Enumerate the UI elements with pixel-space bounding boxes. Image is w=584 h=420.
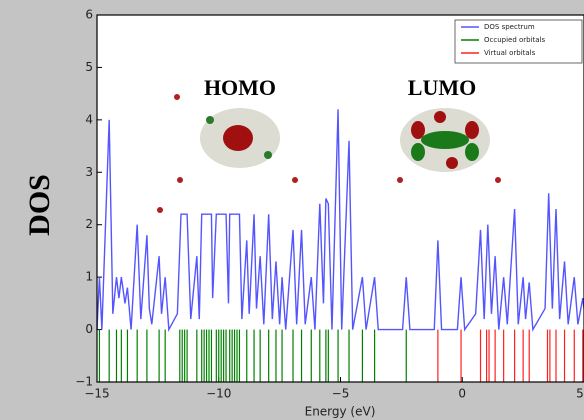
legend-label: Occupied orbitals [484,36,546,44]
y-tick-label: 3 [85,165,93,179]
y-tick-label: 1 [85,270,93,284]
x-tick-label: −15 [84,387,109,401]
x-tick-label: −10 [206,387,231,401]
legend-label: DOS spectrum [484,23,535,31]
x-tick-label: 0 [458,387,466,401]
legend: DOS spectrum Occupied orbitals Virtual orb… [455,20,582,63]
chart: HOMO LUMO DOS Energy (eV) DOS spectrum Oc… [0,0,584,420]
y-tick-label: 6 [85,8,93,22]
annotation: LUMO [408,75,476,100]
x-tick-label: −5 [332,387,350,401]
x-tick-label: 5 [576,387,584,401]
x-axis-label: Energy (eV) [305,405,376,419]
y-tick-label: 0 [85,322,93,336]
y-tick-label: 2 [85,217,93,231]
annotation: HOMO [204,75,276,100]
y-axis-label: DOS [23,174,56,236]
y-tick-label: 4 [85,112,93,126]
legend-label: Virtual orbitals [484,49,536,57]
y-tick-label: 5 [85,60,93,74]
